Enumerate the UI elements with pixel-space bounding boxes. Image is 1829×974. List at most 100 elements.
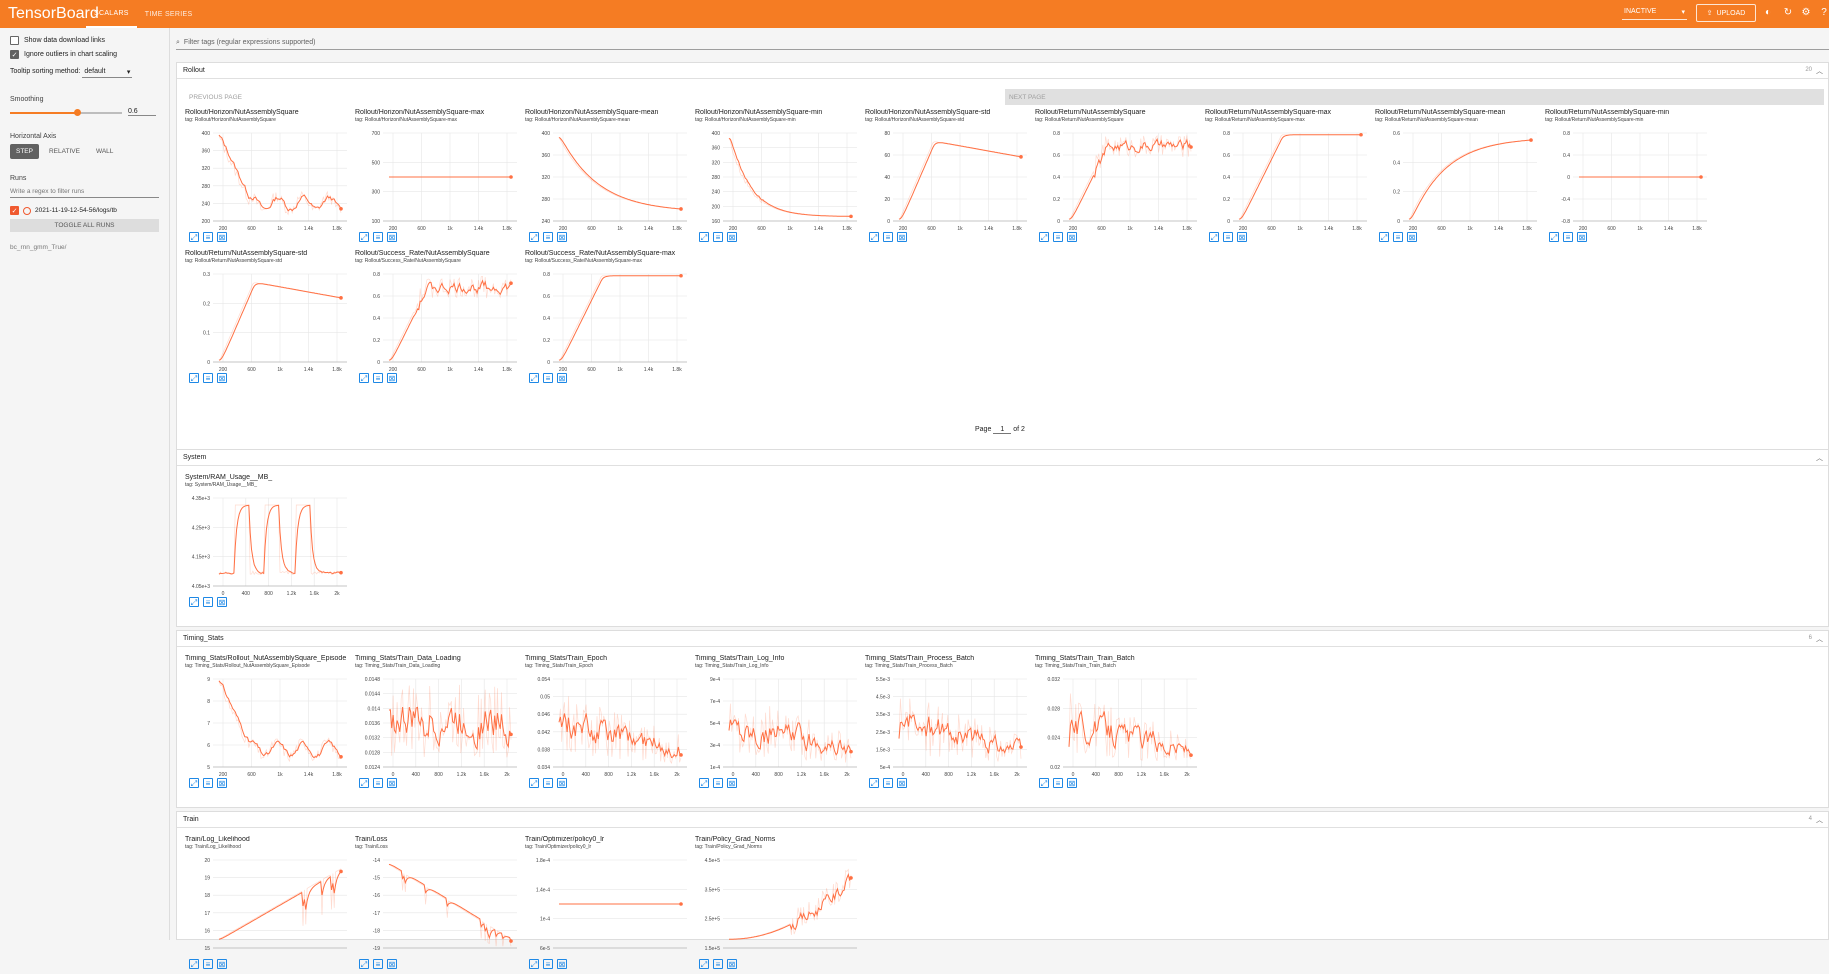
next-page-button[interactable]: NEXT PAGE [1005, 89, 1824, 105]
data-table-icon[interactable]: ≡ [373, 373, 383, 383]
data-table-icon[interactable]: ≡ [543, 373, 553, 383]
fullscreen-icon[interactable]: ⤢ [189, 232, 199, 242]
line-chart[interactable]: 0.6 0.4 0.2 0 200 600 1k 1.4k 1.8k [1375, 127, 1543, 231]
fit-domain-icon[interactable]: ⊠ [387, 232, 397, 242]
chevron-up-icon[interactable]: ︿ [1816, 817, 1823, 824]
data-table-icon[interactable]: ≡ [543, 778, 553, 788]
line-chart[interactable]: 0.032 0.028 0.024 0.02 0 400 800 1.2k 1.6k 2k [1035, 673, 1203, 777]
fullscreen-icon[interactable]: ⤢ [189, 597, 199, 607]
line-chart[interactable]: 0.054 0.05 0.046 0.042 0.038 0.034 0 400 800 1.2k… [525, 673, 693, 777]
gear-icon[interactable]: ⚙ [1801, 7, 1811, 18]
line-chart[interactable]: 4.35e+3 4.25e+3 4.15e+3 4.05e+3 0 400 800 1.2k 1… [185, 492, 353, 596]
fullscreen-icon[interactable]: ⤢ [189, 959, 199, 969]
fit-domain-icon[interactable]: ⊠ [557, 959, 567, 969]
fullscreen-icon[interactable]: ⤢ [1039, 232, 1049, 242]
slider-handle[interactable] [74, 109, 82, 116]
fullscreen-icon[interactable]: ⤢ [1549, 232, 1559, 242]
upload-button[interactable]: ⇪ UPLOAD [1696, 4, 1756, 22]
axis-step-button[interactable]: STEP [10, 144, 39, 159]
line-chart[interactable]: 5.5e-3 4.5e-3 3.5e-3 2.5e-3 1.5e-3 5e-4 0 400 80… [865, 673, 1033, 777]
smoothing-input[interactable]: 0.6 [127, 108, 156, 116]
fit-domain-icon[interactable]: ⊠ [217, 959, 227, 969]
line-chart[interactable]: 400 360 320 280 240 200 160 200 600 1k 1.4k 1.8k [695, 127, 863, 231]
line-chart[interactable]: 0.8 0.6 0.4 0.2 0 200 600 1k 1.4k 1.8k [1205, 127, 1373, 231]
data-table-icon[interactable]: ≡ [1563, 232, 1573, 242]
data-table-icon[interactable]: ≡ [373, 232, 383, 242]
smoothing-slider[interactable] [10, 107, 122, 117]
data-table-icon[interactable]: ≡ [373, 778, 383, 788]
data-table-icon[interactable]: ≡ [373, 959, 383, 969]
fullscreen-icon[interactable]: ⤢ [529, 959, 539, 969]
chevron-up-icon[interactable]: ︿ [1816, 68, 1823, 75]
fit-domain-icon[interactable]: ⊠ [727, 232, 737, 242]
fit-domain-icon[interactable]: ⊠ [387, 778, 397, 788]
fit-domain-icon[interactable]: ⊠ [1237, 232, 1247, 242]
run-color-dot[interactable] [23, 206, 31, 215]
fit-domain-icon[interactable]: ⊠ [387, 959, 397, 969]
fullscreen-icon[interactable]: ⤢ [359, 373, 369, 383]
tab-scalars[interactable]: SCALARS [86, 0, 137, 28]
fit-domain-icon[interactable]: ⊠ [727, 778, 737, 788]
axis-relative-button[interactable]: RELATIVE [48, 148, 80, 155]
fit-domain-icon[interactable]: ⊠ [217, 597, 227, 607]
fit-domain-icon[interactable]: ⊠ [217, 778, 227, 788]
line-chart[interactable]: -14 -15 -16 -17 -18 -19 [355, 854, 523, 958]
data-table-icon[interactable]: ≡ [713, 232, 723, 242]
page-number-input[interactable]: 1 [993, 426, 1012, 434]
run-checkbox[interactable]: ✓ [10, 206, 19, 215]
data-table-icon[interactable]: ≡ [1393, 232, 1403, 242]
line-chart[interactable]: 400 360 320 280 240 200 200 600 1k 1.4k 1.8k [185, 127, 353, 231]
fullscreen-icon[interactable]: ⤢ [869, 232, 879, 242]
line-chart[interactable]: 0.8 0.6 0.4 0.2 0 200 600 1k 1.4k 1.8k [525, 268, 693, 372]
line-chart[interactable]: 0.8 0.6 0.4 0.2 0 200 600 1k 1.4k 1.8k [1035, 127, 1203, 231]
refresh-icon[interactable]: ↻ [1783, 7, 1793, 18]
section-header[interactable]: Rollout 20 ︿ [177, 63, 1828, 79]
fullscreen-icon[interactable]: ⤢ [699, 959, 709, 969]
fit-domain-icon[interactable]: ⊠ [1577, 232, 1587, 242]
fit-domain-icon[interactable]: ⊠ [557, 373, 567, 383]
line-chart[interactable]: 1.8e-4 1.4e-4 1e-4 6e-5 [525, 854, 693, 958]
fullscreen-icon[interactable]: ⤢ [1209, 232, 1219, 242]
reload-status-select[interactable]: INACTIVE ▾ [1622, 4, 1687, 20]
data-table-icon[interactable]: ≡ [1223, 232, 1233, 242]
data-table-icon[interactable]: ≡ [203, 373, 213, 383]
data-table-icon[interactable]: ≡ [203, 778, 213, 788]
fullscreen-icon[interactable]: ⤢ [359, 232, 369, 242]
line-chart[interactable]: 9 8 7 6 5 200 600 1k 1.4k 1.8k [185, 673, 353, 777]
ignore-outliers-option[interactable]: ✓ Ignore outliers in chart scaling [10, 50, 159, 59]
fullscreen-icon[interactable]: ⤢ [1379, 232, 1389, 242]
fullscreen-icon[interactable]: ⤢ [699, 232, 709, 242]
run-item[interactable]: ✓ 2021-11-19-12-54-56/logs/tb [10, 206, 159, 215]
chevron-up-icon[interactable]: ︿ [1816, 455, 1823, 462]
line-chart[interactable]: 4.5e+5 3.5e+5 2.5e+5 1.5e+5 [695, 854, 863, 958]
fullscreen-icon[interactable]: ⤢ [699, 778, 709, 788]
fit-domain-icon[interactable]: ⊠ [1067, 778, 1077, 788]
fit-domain-icon[interactable]: ⊠ [897, 778, 907, 788]
line-chart[interactable]: 9e-4 7e-4 5e-4 3e-4 1e-4 0 400 800 1.2k 1.6k 2k [695, 673, 863, 777]
previous-page-button[interactable]: PREVIOUS PAGE [189, 93, 242, 101]
data-table-icon[interactable]: ≡ [203, 597, 213, 607]
data-table-icon[interactable]: ≡ [543, 959, 553, 969]
fullscreen-icon[interactable]: ⤢ [1039, 778, 1049, 788]
dark-mode-icon[interactable]: ◐ [1764, 7, 1772, 18]
fullscreen-icon[interactable]: ⤢ [359, 959, 369, 969]
fit-domain-icon[interactable]: ⊠ [557, 778, 567, 788]
runs-filter-input[interactable]: Write a regex to filter runs [10, 186, 159, 198]
fit-domain-icon[interactable]: ⊠ [727, 959, 737, 969]
tab-time-series[interactable]: TIME SERIES [144, 10, 193, 18]
show-download-option[interactable]: Show data download links [10, 36, 159, 45]
fit-domain-icon[interactable]: ⊠ [387, 373, 397, 383]
line-chart[interactable]: 700 500 300 100 200 600 1k 1.4k 1.8k [355, 127, 523, 231]
fullscreen-icon[interactable]: ⤢ [359, 778, 369, 788]
data-table-icon[interactable]: ≡ [883, 232, 893, 242]
toggle-all-runs-button[interactable]: TOGGLE ALL RUNS [10, 219, 159, 232]
data-table-icon[interactable]: ≡ [203, 232, 213, 242]
fit-domain-icon[interactable]: ⊠ [897, 232, 907, 242]
fullscreen-icon[interactable]: ⤢ [189, 778, 199, 788]
line-chart[interactable]: 400 360 320 280 240 200 600 1k 1.4k 1.8k [525, 127, 693, 231]
tooltip-sorting-select[interactable]: default ▾ [82, 67, 133, 78]
data-table-icon[interactable]: ≡ [203, 959, 213, 969]
fullscreen-icon[interactable]: ⤢ [869, 778, 879, 788]
line-chart[interactable]: 20 19 18 17 16 15 [185, 854, 353, 958]
